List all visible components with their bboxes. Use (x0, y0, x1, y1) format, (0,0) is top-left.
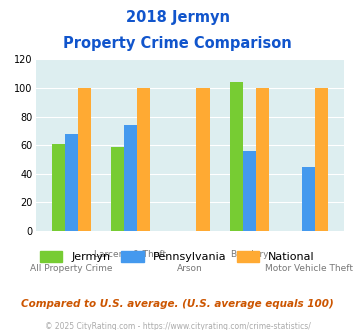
Bar (137, 88, 150, 231)
Text: © 2025 CityRating.com - https://www.cityrating.com/crime-statistics/: © 2025 CityRating.com - https://www.city… (45, 322, 310, 330)
Text: All Property Crime: All Property Crime (30, 264, 113, 273)
Bar (230, 82, 243, 231)
Bar (243, 151, 256, 231)
Bar (302, 167, 315, 231)
Bar (78, 88, 91, 231)
Bar (65, 134, 78, 231)
Bar (256, 88, 269, 231)
Text: Burglary: Burglary (230, 250, 269, 259)
Text: 2018 Jermyn: 2018 Jermyn (126, 10, 229, 25)
Bar (51, 144, 65, 231)
Legend: Jermyn, Pennsylvania, National: Jermyn, Pennsylvania, National (36, 247, 320, 267)
Text: Property Crime Comparison: Property Crime Comparison (63, 36, 292, 51)
Text: Arson: Arson (177, 264, 203, 273)
Bar (111, 147, 124, 231)
Bar (315, 88, 328, 231)
Bar (196, 88, 209, 231)
Bar (124, 125, 137, 231)
Text: Larceny & Theft: Larceny & Theft (94, 250, 166, 259)
Text: Motor Vehicle Theft: Motor Vehicle Theft (265, 264, 353, 273)
Text: Compared to U.S. average. (U.S. average equals 100): Compared to U.S. average. (U.S. average … (21, 299, 334, 309)
